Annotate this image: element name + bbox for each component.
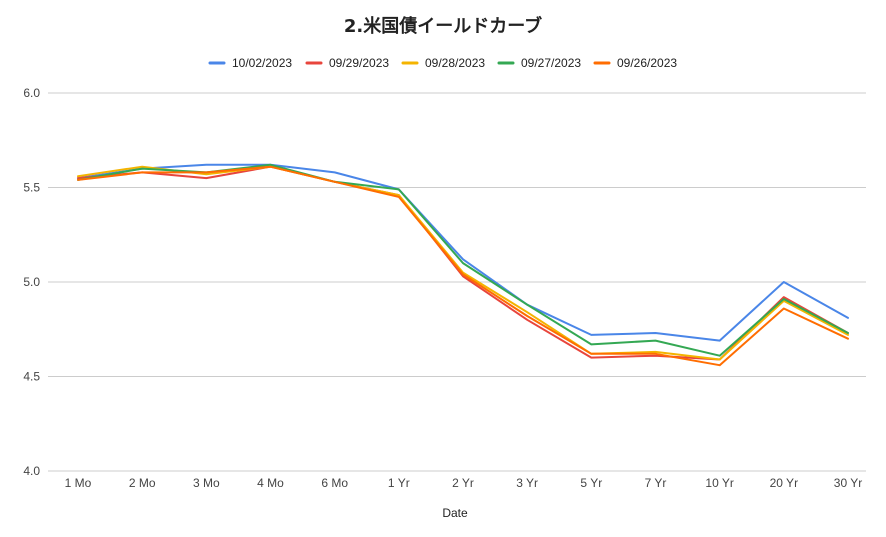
- legend-label: 09/26/2023: [617, 56, 677, 70]
- legend-label: 09/29/2023: [329, 56, 389, 70]
- x-tick-label: 2 Yr: [452, 476, 474, 490]
- y-tick-label: 4.5: [23, 370, 40, 384]
- legend-item[interactable]: 10/02/2023: [208, 56, 292, 70]
- x-axis-ticks: 1 Mo 2 Mo 3 Mo 4 Mo 6 Mo 1 Yr 2 Yr 3 Yr 5 Yr 7 Yr…: [65, 476, 863, 490]
- chart-title: 2.米国債イールドカーブ: [344, 15, 542, 37]
- x-tick-label: 2 Mo: [129, 476, 156, 490]
- x-tick-label: 6 Mo: [321, 476, 348, 490]
- series-line-10-02-2023: [77, 163, 849, 342]
- y-tick-label: 4.0: [23, 464, 40, 478]
- x-tick-label: 5 Yr: [580, 476, 602, 490]
- x-axis-title: Date: [442, 506, 468, 520]
- series-lines: [77, 163, 849, 367]
- legend-label: 10/02/2023: [232, 56, 292, 70]
- x-tick-label: 10 Yr: [705, 476, 733, 490]
- y-axis-ticks: 4.0 4.5 5.0 5.5 6.0: [23, 86, 40, 478]
- legend-item[interactable]: 09/28/2023: [401, 56, 485, 70]
- legend-item[interactable]: 09/29/2023: [305, 56, 389, 70]
- y-tick-label: 5.0: [23, 275, 40, 289]
- x-tick-label: 1 Mo: [65, 476, 92, 490]
- x-tick-label: 20 Yr: [770, 476, 798, 490]
- x-tick-label: 1 Yr: [388, 476, 410, 490]
- legend-item[interactable]: 09/26/2023: [593, 56, 677, 70]
- legend-label: 09/28/2023: [425, 56, 485, 70]
- legend-label: 09/27/2023: [521, 56, 581, 70]
- series-line-09-26-2023: [77, 165, 849, 367]
- legend-item[interactable]: 09/27/2023: [497, 56, 581, 70]
- x-tick-label: 30 Yr: [834, 476, 862, 490]
- x-tick-label: 3 Yr: [516, 476, 538, 490]
- x-tick-label: 3 Mo: [193, 476, 220, 490]
- y-tick-label: 5.5: [23, 181, 40, 195]
- gridlines: [48, 92, 866, 472]
- legend: 10/02/2023 09/29/2023 09/28/2023 09/27/2023…: [208, 56, 677, 70]
- y-tick-label: 6.0: [23, 86, 40, 100]
- x-tick-label: 4 Mo: [257, 476, 284, 490]
- x-tick-label: 7 Yr: [645, 476, 667, 490]
- series-line-09-28-2023: [77, 165, 849, 361]
